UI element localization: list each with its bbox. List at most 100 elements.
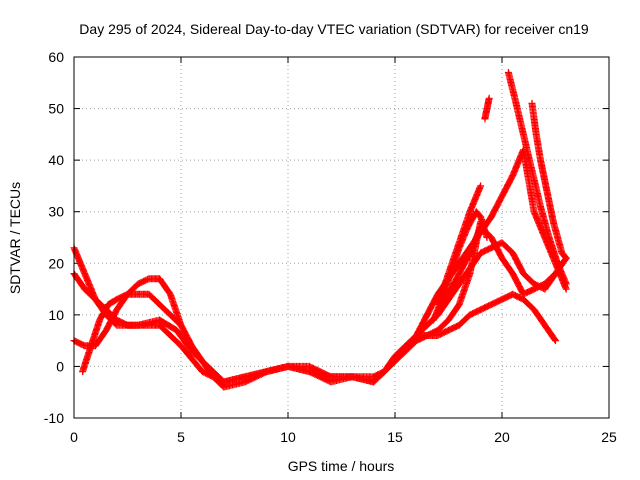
data-point <box>545 234 561 266</box>
data-point <box>504 69 518 101</box>
series-track-c <box>70 270 559 386</box>
data-point <box>430 297 445 324</box>
data-point <box>445 271 462 298</box>
data-point <box>541 271 558 288</box>
x-tick-label: 5 <box>177 429 185 445</box>
x-tick-label: 15 <box>387 429 403 445</box>
data-point <box>487 234 505 261</box>
data-point <box>562 280 570 288</box>
data-point <box>81 285 98 302</box>
x-tick-label: 20 <box>494 429 510 445</box>
data-point <box>188 342 206 364</box>
data-point <box>434 317 451 334</box>
data-point <box>549 218 561 240</box>
data-point <box>532 130 544 163</box>
data-point <box>541 177 553 204</box>
y-tick-label: 0 <box>56 358 64 374</box>
data-point <box>545 197 557 225</box>
series-track-b <box>70 218 485 391</box>
data-point <box>91 328 109 350</box>
series-track-k <box>430 208 491 324</box>
data-point <box>466 183 484 216</box>
data-point <box>423 292 441 319</box>
data-point <box>166 311 184 328</box>
y-tick-label: 50 <box>48 101 64 117</box>
data-point <box>241 368 269 381</box>
y-tick-label: 20 <box>48 255 64 271</box>
data-point <box>537 203 553 240</box>
plot-frame <box>73 56 610 419</box>
data-point <box>558 249 569 261</box>
data-point <box>87 317 103 350</box>
data-point <box>530 281 547 293</box>
grid-layer <box>74 57 609 418</box>
data-point <box>79 343 95 376</box>
data-point <box>498 173 516 200</box>
data-point <box>498 254 516 276</box>
x-tick-label: 25 <box>601 429 617 445</box>
data-point <box>519 295 537 313</box>
data-point <box>528 167 544 209</box>
data-layer <box>70 69 570 391</box>
data-point <box>391 343 409 360</box>
x-tick-label: 0 <box>70 429 78 445</box>
data-point <box>477 213 491 240</box>
data-point <box>530 208 548 240</box>
chart-title: Day 295 of 2024, Sidereal Day-to-day VTE… <box>79 21 589 37</box>
data-point <box>166 332 184 349</box>
data-point <box>519 146 538 214</box>
data-point <box>370 369 387 386</box>
data-point <box>438 271 454 303</box>
data-point <box>156 321 173 338</box>
data-point <box>509 270 527 297</box>
data-point <box>519 270 537 287</box>
x-tick-label: 10 <box>280 429 296 445</box>
data-point <box>177 321 185 329</box>
data-point <box>509 249 527 276</box>
y-tick-label: -10 <box>44 410 64 426</box>
y-tick-label: 40 <box>48 152 64 168</box>
data-point <box>483 234 491 241</box>
data-point <box>554 234 565 256</box>
y-tick-label: 10 <box>48 307 64 323</box>
data-point <box>104 296 120 308</box>
data-point <box>455 271 473 308</box>
data-point <box>562 254 570 262</box>
data-point <box>541 321 559 343</box>
data-point <box>477 301 494 314</box>
y-axis-label: SDTVAR / TECUs <box>7 182 23 294</box>
data-point <box>445 302 462 324</box>
data-point <box>156 275 173 297</box>
data-point <box>412 312 430 339</box>
series-track-a <box>70 239 559 386</box>
series-track-h <box>504 69 570 288</box>
data-point <box>511 94 527 137</box>
data-point <box>528 99 540 137</box>
data-point <box>447 245 463 278</box>
data-point <box>455 250 473 278</box>
data-point <box>220 378 248 391</box>
data-point <box>498 239 516 256</box>
series-track-j <box>481 94 493 123</box>
data-point <box>519 130 536 173</box>
data-point <box>156 316 179 334</box>
x-axis-label: GPS time / hours <box>288 458 395 474</box>
y-tick-label: 30 <box>48 204 64 220</box>
data-point <box>485 94 493 102</box>
data-point <box>177 342 205 374</box>
series-track-d <box>79 290 185 376</box>
data-point <box>96 302 111 324</box>
data-point <box>455 225 471 252</box>
data-point <box>305 368 333 385</box>
data-point <box>455 312 473 329</box>
data-point <box>348 373 376 386</box>
data-point <box>552 337 559 345</box>
data-point <box>113 316 130 328</box>
data-point <box>472 208 484 220</box>
data-point <box>305 362 333 380</box>
data-point <box>487 194 505 221</box>
data-point <box>380 353 398 376</box>
data-point <box>220 373 248 386</box>
data-point <box>145 290 162 307</box>
